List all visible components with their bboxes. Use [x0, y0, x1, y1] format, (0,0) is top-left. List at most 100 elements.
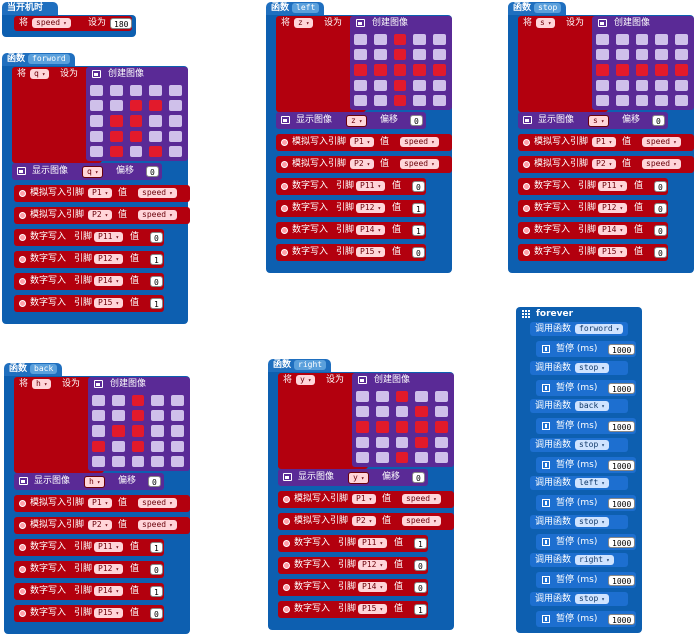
- show-image-var-dropdown[interactable]: q ▾: [82, 166, 104, 178]
- led-cell[interactable]: [171, 395, 184, 407]
- led-cell[interactable]: [395, 391, 409, 403]
- led-cell[interactable]: [111, 410, 125, 422]
- led-cell[interactable]: [129, 100, 143, 112]
- led-cell[interactable]: [354, 79, 367, 91]
- digital-write-block[interactable]: 数字写入 引脚 P15 ▾ 值 0: [276, 244, 426, 261]
- led-cell[interactable]: [433, 64, 446, 76]
- led-cell[interactable]: [596, 79, 609, 91]
- led-cell[interactable]: [433, 49, 446, 61]
- call-function-block[interactable]: 调用函数 stop ▾: [530, 360, 628, 375]
- pin-dropdown[interactable]: P15 ▾: [356, 247, 386, 257]
- pause-value-input[interactable]: 1000: [608, 536, 636, 548]
- call-function-dropdown[interactable]: stop ▾: [575, 439, 609, 450]
- image-var-dropdown[interactable]: h ▾: [32, 379, 52, 389]
- function-hat-right[interactable]: 函数 right: [268, 359, 332, 372]
- pin-dropdown[interactable]: P2 ▾: [88, 210, 113, 220]
- pin-dropdown[interactable]: P14 ▾: [356, 225, 386, 235]
- digital-value-input[interactable]: 0: [654, 181, 667, 192]
- pause-value-input[interactable]: 1000: [608, 421, 636, 432]
- digital-write-block[interactable]: 数字写入 引脚 P14 ▾ 值 0: [14, 273, 164, 290]
- digital-value-input[interactable]: 0: [150, 232, 163, 243]
- pause-block[interactable]: 暂停 (ms) 1000: [536, 418, 636, 434]
- pin-dropdown[interactable]: P14 ▾: [598, 225, 628, 235]
- digital-write-block[interactable]: 数字写入 引脚 P11 ▾ 值 0: [518, 178, 668, 195]
- show-image-var-dropdown[interactable]: y ▾: [348, 472, 370, 484]
- led-cell[interactable]: [169, 115, 182, 127]
- led-cell[interactable]: [635, 79, 649, 91]
- show-image-block[interactable]: 显示图像 q ▾ 偏移 0: [12, 163, 162, 180]
- pause-value-input[interactable]: 1000: [608, 575, 636, 586]
- led-cell[interactable]: [109, 115, 123, 127]
- led-cell[interactable]: [111, 440, 125, 452]
- led-cell[interactable]: [675, 49, 688, 61]
- call-function-dropdown[interactable]: right ▾: [575, 555, 614, 565]
- pin-dropdown[interactable]: P2 ▾: [88, 520, 113, 530]
- led-cell[interactable]: [90, 100, 103, 112]
- value-dropdown[interactable]: speed ▾: [402, 516, 441, 526]
- digital-value-input[interactable]: 0: [654, 247, 667, 258]
- led-matrix[interactable]: [596, 34, 688, 106]
- led-cell[interactable]: [149, 100, 163, 112]
- pin-dropdown[interactable]: P12 ▾: [358, 560, 388, 570]
- led-cell[interactable]: [92, 425, 105, 437]
- pause-value-input[interactable]: 1000: [608, 459, 636, 471]
- digital-value-input[interactable]: 1: [414, 538, 427, 549]
- show-image-block[interactable]: 显示图像 h ▾ 偏移 0: [14, 473, 164, 490]
- led-cell[interactable]: [675, 79, 688, 91]
- led-cell[interactable]: [375, 421, 389, 433]
- led-cell[interactable]: [92, 455, 105, 467]
- led-matrix[interactable]: [354, 34, 446, 106]
- analog-write-block[interactable]: 模拟写入引脚 P2 ▾ 值 speed ▾: [276, 156, 452, 173]
- led-cell[interactable]: [149, 130, 163, 142]
- led-cell[interactable]: [596, 64, 609, 76]
- led-cell[interactable]: [655, 64, 669, 76]
- set-speed-block[interactable]: 将 speed ▾ 设为 180: [14, 16, 133, 31]
- pause-value-input[interactable]: 1000: [608, 613, 636, 625]
- show-image-var-dropdown[interactable]: h ▾: [84, 476, 106, 488]
- pin-dropdown[interactable]: P2 ▾: [352, 516, 377, 526]
- call-function-dropdown[interactable]: left ▾: [575, 478, 609, 488]
- pin-dropdown[interactable]: P15 ▾: [94, 298, 124, 308]
- pin-dropdown[interactable]: P14 ▾: [358, 582, 388, 592]
- digital-write-block[interactable]: 数字写入 引脚 P11 ▾ 值 0: [276, 178, 426, 195]
- offset-input[interactable]: 0: [410, 115, 423, 126]
- led-cell[interactable]: [151, 395, 165, 407]
- digital-write-block[interactable]: 数字写入 引脚 P14 ▾ 值 0: [518, 222, 668, 239]
- pin-dropdown[interactable]: P12 ▾: [94, 564, 124, 574]
- pause-block[interactable]: 暂停 (ms) 1000: [536, 572, 636, 588]
- call-function-dropdown[interactable]: stop ▾: [575, 362, 609, 373]
- led-cell[interactable]: [415, 451, 429, 463]
- led-cell[interactable]: [435, 421, 448, 433]
- led-cell[interactable]: [354, 34, 367, 46]
- offset-input[interactable]: 0: [146, 166, 159, 177]
- offset-input[interactable]: 0: [412, 472, 425, 483]
- led-cell[interactable]: [169, 130, 182, 142]
- led-cell[interactable]: [171, 455, 184, 467]
- pause-block[interactable]: 暂停 (ms) 1000: [536, 610, 636, 627]
- led-cell[interactable]: [131, 395, 145, 407]
- led-matrix[interactable]: [92, 395, 184, 467]
- digital-write-block[interactable]: 数字写入 引脚 P15 ▾ 值 1: [278, 601, 428, 618]
- digital-value-input[interactable]: 1: [414, 604, 427, 615]
- image-var-dropdown[interactable]: y ▾: [296, 375, 316, 385]
- pin-dropdown[interactable]: P1 ▾: [592, 137, 617, 147]
- led-cell[interactable]: [675, 34, 688, 46]
- digital-write-block[interactable]: 数字写入 引脚 P15 ▾ 值 0: [14, 605, 164, 622]
- digital-value-input[interactable]: 1: [150, 298, 163, 309]
- led-cell[interactable]: [393, 64, 407, 76]
- show-image-block[interactable]: 显示图像 s ▾ 偏移 0: [518, 112, 668, 129]
- show-image-block[interactable]: 显示图像 y ▾ 偏移 0: [278, 469, 428, 486]
- pin-dropdown[interactable]: P2 ▾: [350, 159, 375, 169]
- led-cell[interactable]: [375, 391, 389, 403]
- create-image-block[interactable]: 创建图像: [352, 373, 454, 467]
- function-name[interactable]: stop: [534, 3, 562, 13]
- led-cell[interactable]: [356, 421, 369, 433]
- analog-write-block[interactable]: 模拟写入引脚 P2 ▾ 值 speed ▾: [278, 513, 454, 530]
- digital-write-block[interactable]: 数字写入 引脚 P12 ▾ 值 0: [518, 200, 668, 217]
- led-cell[interactable]: [169, 145, 182, 157]
- image-var-dropdown[interactable]: s ▾: [536, 18, 556, 28]
- digital-write-block[interactable]: 数字写入 引脚 P12 ▾ 值 1: [276, 200, 426, 217]
- led-cell[interactable]: [635, 34, 649, 46]
- speed-value-input[interactable]: 180: [110, 18, 133, 29]
- led-cell[interactable]: [415, 391, 429, 403]
